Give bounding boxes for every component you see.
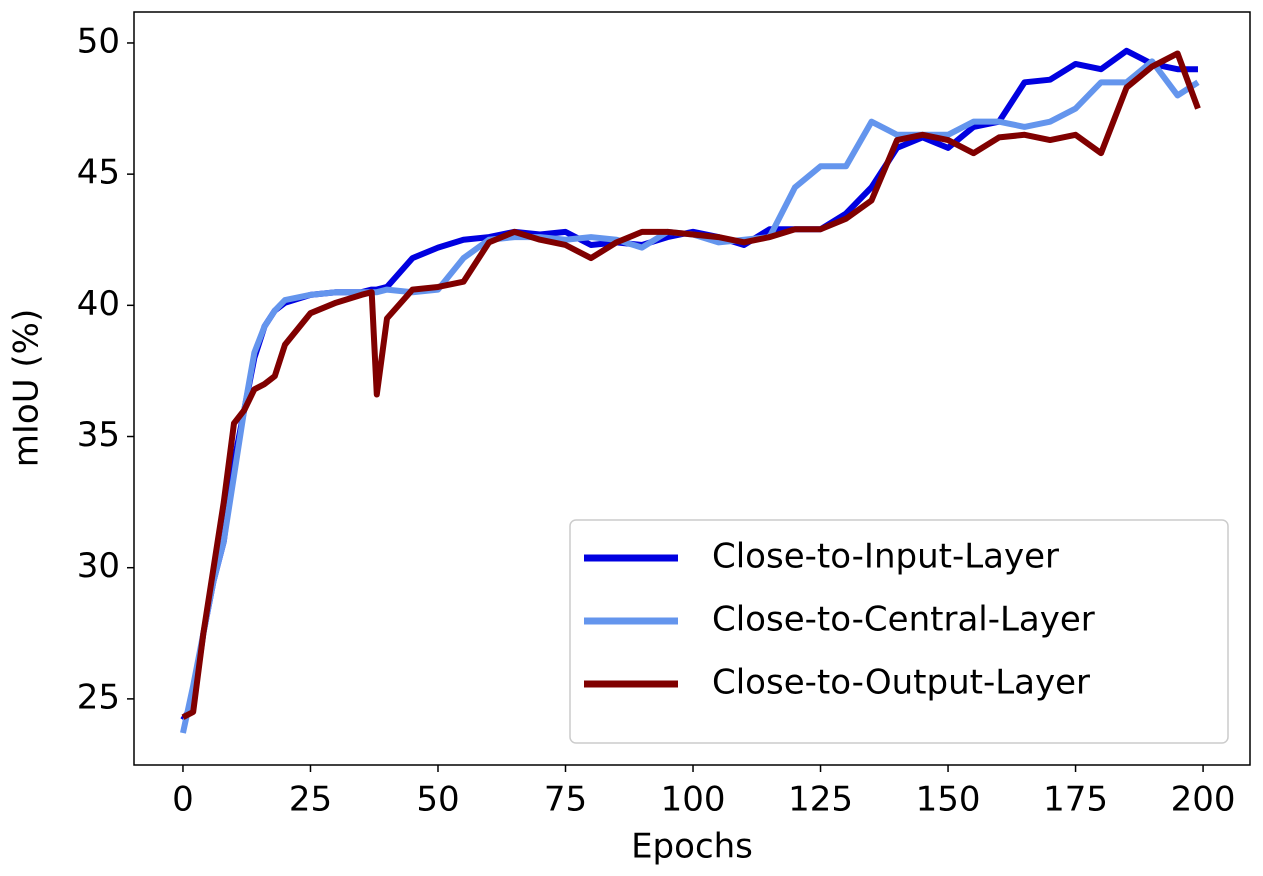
x-tick-label: 50 bbox=[416, 780, 459, 820]
legend-label: Close-to-Input-Layer bbox=[712, 537, 1059, 577]
x-tick-label: 125 bbox=[788, 780, 853, 820]
x-tick-label: 100 bbox=[661, 780, 726, 820]
x-axis-label: Epochs bbox=[631, 827, 753, 867]
x-tick-label: 150 bbox=[916, 780, 981, 820]
x-tick-label: 25 bbox=[289, 780, 332, 820]
series-line bbox=[180, 58, 1200, 734]
legend-frame bbox=[569, 519, 1229, 744]
plot-frame bbox=[133, 11, 1251, 766]
legend-label: Close-to-Central-Layer bbox=[712, 600, 1095, 640]
series-line bbox=[181, 50, 1201, 720]
y-tick-label: 35 bbox=[77, 415, 120, 455]
x-tick-label: 200 bbox=[1171, 780, 1236, 820]
y-tick-label: 25 bbox=[77, 677, 120, 717]
y-tick-label: 45 bbox=[77, 153, 120, 193]
y-tick-label: 50 bbox=[77, 21, 120, 61]
x-tick-label: 75 bbox=[544, 780, 587, 820]
y-axis-label: mIoU (%) bbox=[7, 309, 47, 467]
legend-label: Close-to-Output-Layer bbox=[712, 663, 1090, 703]
x-tick-label: 0 bbox=[172, 780, 194, 820]
x-tick-label: 175 bbox=[1043, 780, 1108, 820]
y-tick-label: 30 bbox=[77, 546, 120, 586]
y-tick-label: 40 bbox=[77, 284, 120, 324]
